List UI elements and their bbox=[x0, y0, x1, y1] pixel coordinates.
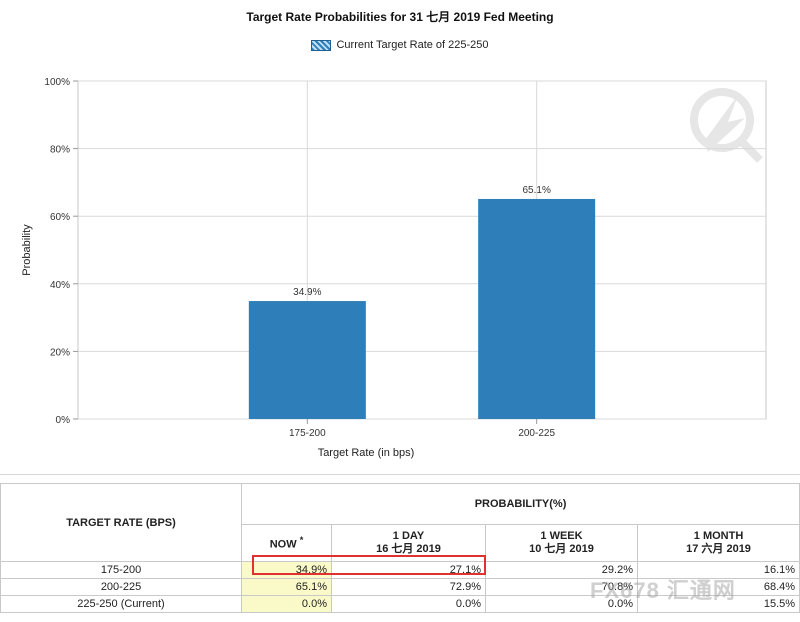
table-row: 225-250 (Current) 0.0% 0.0% 0.0% 15.5% bbox=[0, 595, 800, 613]
bar-175-200 bbox=[248, 301, 366, 419]
y-tick-label: 80% bbox=[50, 145, 70, 156]
header-1-week-date: 10 七月 2019 bbox=[529, 543, 594, 555]
header-now-label: NOW bbox=[269, 538, 297, 551]
watermark-text: FX678 汇通网 bbox=[590, 578, 736, 603]
x-axis-title: Target Rate (in bps) bbox=[318, 447, 415, 459]
rate-cell: 200-225 bbox=[0, 578, 242, 596]
legend-swatch bbox=[311, 39, 332, 51]
header-now-sup: * bbox=[299, 535, 304, 546]
chart-legend[interactable]: Current Target Rate of 225-250 bbox=[0, 39, 800, 51]
y-tick-label: 100% bbox=[44, 77, 70, 88]
header-1-month: 1 MONTH 17 六月 2019 bbox=[636, 524, 800, 562]
header-1-week: 1 WEEK 10 七月 2019 bbox=[485, 524, 638, 562]
section-divider bbox=[0, 474, 800, 475]
y-axis-title: Probability bbox=[21, 224, 33, 276]
header-1-month-label: 1 MONTH bbox=[693, 530, 744, 542]
week-cell: 0.0% bbox=[485, 595, 638, 613]
month-cell: 15.5% bbox=[636, 595, 800, 613]
highlight-annotation-box bbox=[252, 555, 486, 575]
chart-title: Target Rate Probabilities for 31 七月 2019… bbox=[246, 10, 554, 24]
rate-cell: 225-250 (Current) bbox=[0, 595, 242, 613]
y-tick-label: 0% bbox=[56, 415, 71, 426]
week-cell: 70.8% bbox=[485, 578, 638, 596]
y-tick-label: 60% bbox=[50, 212, 70, 223]
watermark-logo-icon bbox=[690, 88, 763, 163]
day-cell: 72.9% bbox=[331, 578, 486, 596]
now-cell: 0.0% bbox=[241, 595, 332, 613]
bar-200-225 bbox=[478, 198, 596, 419]
header-probability: PROBABILITY(%) bbox=[240, 483, 800, 525]
rate-cell: 175-200 bbox=[0, 561, 242, 579]
table-row: 200-225 65.1% 72.9% 70.8% 68.4% bbox=[0, 578, 800, 596]
now-cell: 65.1% bbox=[241, 578, 332, 596]
header-target-rate: TARGET RATE (BPS) bbox=[0, 483, 242, 562]
header-1-day-label: 1 DAY bbox=[392, 530, 425, 542]
header-1-month-date: 17 六月 2019 bbox=[686, 543, 751, 555]
header-1-day-date: 16 七月 2019 bbox=[376, 543, 441, 555]
x-tick-label: 175-200 bbox=[289, 428, 326, 439]
y-tick-label: 20% bbox=[50, 347, 70, 358]
probability-table: TARGET RATE (BPS) PROBABILITY(%) NOW * 1… bbox=[0, 483, 800, 613]
month-cell: 68.4% bbox=[636, 578, 800, 596]
plot-border bbox=[77, 80, 767, 420]
legend-label: Current Target Rate of 225-250 bbox=[336, 39, 489, 51]
data-label: 65.1% bbox=[522, 185, 550, 196]
data-label: 34.9% bbox=[293, 287, 321, 298]
bar-chart-svg: 0% 20% 40% 60% 80% 100% 34.9% 175-200 65.1% 200-2… bbox=[21, 77, 767, 459]
header-1-week-label: 1 WEEK bbox=[540, 530, 583, 542]
week-cell: 29.2% bbox=[485, 561, 638, 579]
y-tick-label: 40% bbox=[50, 280, 70, 291]
day-cell: 0.0% bbox=[331, 595, 486, 613]
chart-area: Target Rate Probabilities for 31 七月 2019… bbox=[0, 10, 800, 459]
x-tick-label: 200-225 bbox=[518, 428, 555, 439]
